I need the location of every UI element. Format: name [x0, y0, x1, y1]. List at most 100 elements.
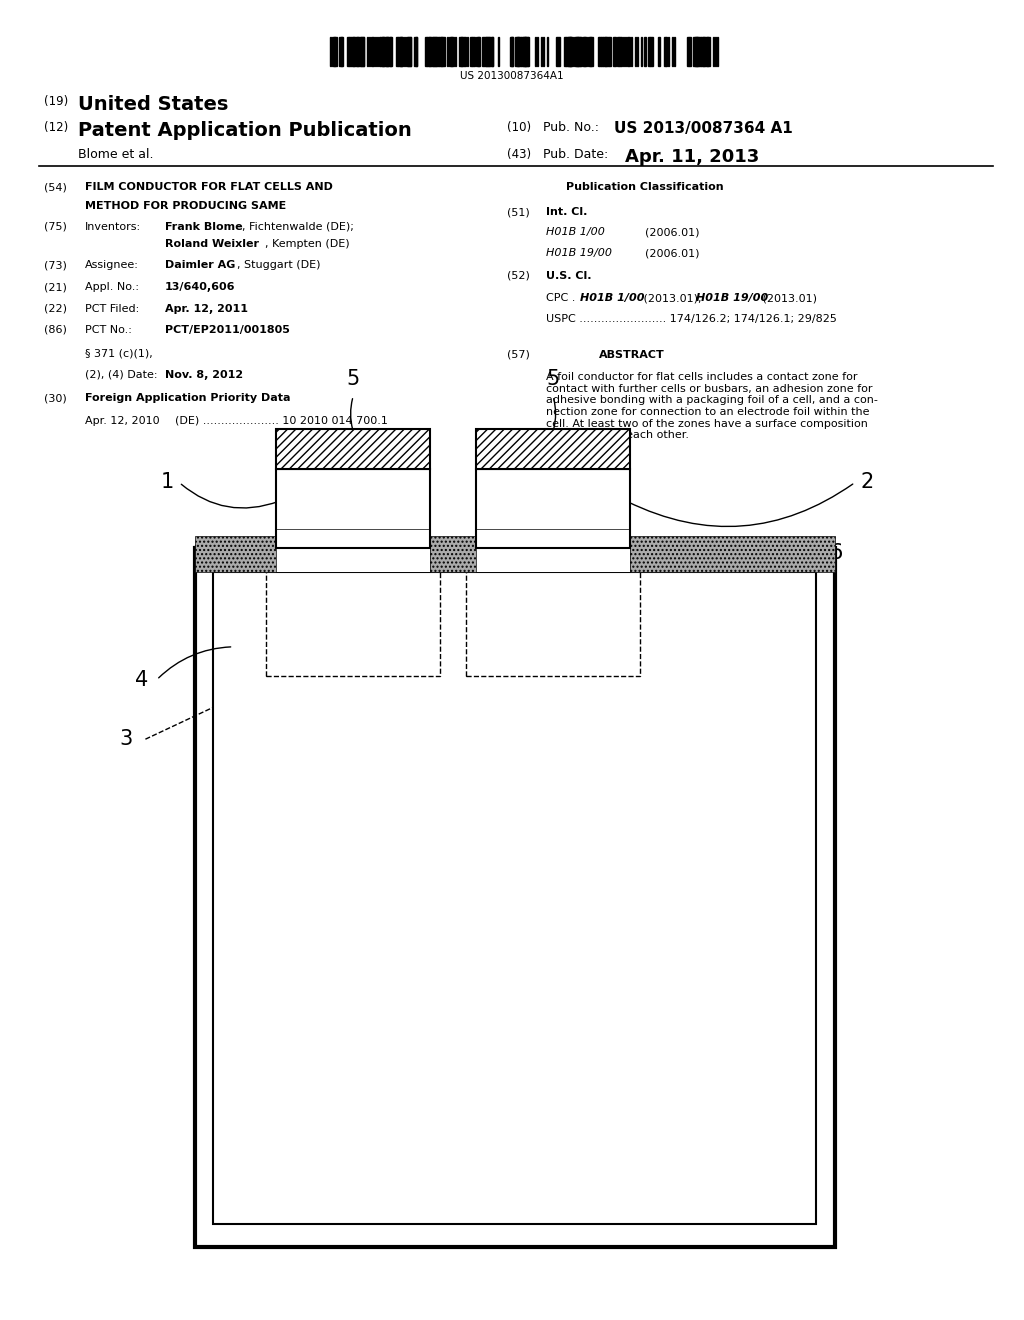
- Bar: [410, 37, 412, 66]
- Bar: [697, 37, 698, 66]
- Bar: [357, 37, 362, 66]
- Bar: [556, 37, 559, 66]
- Text: 2: 2: [860, 473, 873, 492]
- Bar: [674, 37, 675, 66]
- Text: Foreign Application Priority Data: Foreign Application Priority Data: [85, 393, 291, 404]
- Bar: [441, 37, 442, 66]
- Bar: [574, 37, 580, 66]
- Bar: [695, 37, 696, 66]
- Bar: [390, 37, 392, 66]
- Bar: [451, 37, 454, 66]
- Text: § 371 (c)(1),: § 371 (c)(1),: [85, 348, 153, 359]
- Bar: [488, 37, 489, 66]
- Bar: [276, 469, 430, 548]
- Bar: [693, 37, 698, 66]
- Text: , Stuggart (DE): , Stuggart (DE): [237, 260, 321, 271]
- Text: Publication Classification: Publication Classification: [566, 182, 724, 193]
- Text: (30): (30): [44, 393, 67, 404]
- Text: (2), (4) Date:: (2), (4) Date:: [85, 370, 158, 380]
- Text: Apr. 11, 2013: Apr. 11, 2013: [625, 148, 759, 166]
- Bar: [511, 37, 513, 66]
- Bar: [478, 37, 480, 66]
- Text: 6: 6: [829, 543, 843, 562]
- Text: FILM CONDUCTOR FOR FLAT CELLS AND: FILM CONDUCTOR FOR FLAT CELLS AND: [85, 182, 333, 193]
- Text: USPC ........................ 174/126.2; 174/126.1; 29/825: USPC ........................ 174/126.2;…: [546, 314, 837, 325]
- Bar: [666, 37, 668, 66]
- Text: 1: 1: [161, 473, 174, 492]
- Bar: [577, 37, 578, 66]
- Text: , Kempten (DE): , Kempten (DE): [265, 239, 350, 249]
- Bar: [689, 37, 691, 66]
- Bar: [715, 37, 717, 66]
- Bar: [527, 37, 528, 66]
- Bar: [603, 37, 606, 66]
- Text: 6: 6: [191, 543, 205, 562]
- Text: 3: 3: [120, 729, 133, 750]
- Bar: [455, 37, 457, 66]
- Text: Patent Application Publication: Patent Application Publication: [78, 121, 412, 140]
- Bar: [332, 37, 337, 66]
- Text: Daimler AG: Daimler AG: [165, 260, 236, 271]
- Bar: [517, 37, 519, 66]
- Bar: [620, 37, 623, 66]
- Text: (2013.01): (2013.01): [759, 293, 817, 304]
- Text: PCT Filed:: PCT Filed:: [85, 304, 139, 314]
- Bar: [644, 37, 646, 66]
- Text: (57): (57): [507, 350, 529, 360]
- Text: (52): (52): [507, 271, 529, 281]
- Bar: [362, 37, 365, 66]
- Bar: [713, 37, 715, 66]
- Bar: [498, 37, 500, 66]
- Text: 4: 4: [135, 669, 148, 690]
- Bar: [637, 37, 638, 66]
- Bar: [449, 37, 452, 66]
- Text: US 2013/0087364 A1: US 2013/0087364 A1: [614, 121, 794, 136]
- Bar: [510, 37, 513, 66]
- Bar: [623, 37, 625, 66]
- Bar: [386, 37, 388, 66]
- Text: 5: 5: [347, 370, 359, 389]
- Bar: [276, 429, 430, 469]
- Bar: [431, 37, 434, 66]
- Text: US 20130087364A1: US 20130087364A1: [460, 71, 564, 82]
- Text: (54): (54): [44, 182, 67, 193]
- Bar: [371, 37, 374, 66]
- Bar: [349, 37, 354, 66]
- Bar: [717, 37, 718, 66]
- Bar: [472, 37, 475, 66]
- Bar: [582, 37, 587, 66]
- Text: (2013.01);: (2013.01);: [640, 293, 701, 304]
- Bar: [388, 37, 391, 66]
- Bar: [635, 37, 636, 66]
- Bar: [648, 37, 650, 66]
- Bar: [276, 529, 430, 572]
- Bar: [347, 37, 349, 66]
- Bar: [330, 37, 331, 66]
- Text: (19): (19): [44, 95, 69, 108]
- Bar: [627, 37, 630, 66]
- Bar: [406, 37, 411, 66]
- Bar: [664, 37, 666, 66]
- Bar: [701, 37, 705, 66]
- Bar: [476, 529, 630, 572]
- Bar: [466, 564, 640, 676]
- Text: U.S. Cl.: U.S. Cl.: [546, 271, 591, 281]
- Bar: [523, 37, 526, 66]
- Bar: [617, 37, 618, 66]
- Bar: [625, 37, 627, 66]
- Bar: [537, 37, 539, 66]
- Bar: [613, 37, 616, 66]
- Bar: [706, 37, 709, 66]
- Text: Inventors:: Inventors:: [85, 222, 141, 232]
- Bar: [598, 37, 599, 66]
- Text: (86): (86): [44, 325, 67, 335]
- Bar: [476, 529, 630, 572]
- Bar: [650, 37, 653, 66]
- Bar: [476, 37, 479, 66]
- Text: Pub. Date:: Pub. Date:: [543, 148, 608, 161]
- Bar: [195, 548, 835, 1247]
- Bar: [400, 37, 401, 66]
- Bar: [580, 37, 582, 66]
- Text: H01B 19/00: H01B 19/00: [546, 248, 611, 259]
- Bar: [446, 37, 449, 66]
